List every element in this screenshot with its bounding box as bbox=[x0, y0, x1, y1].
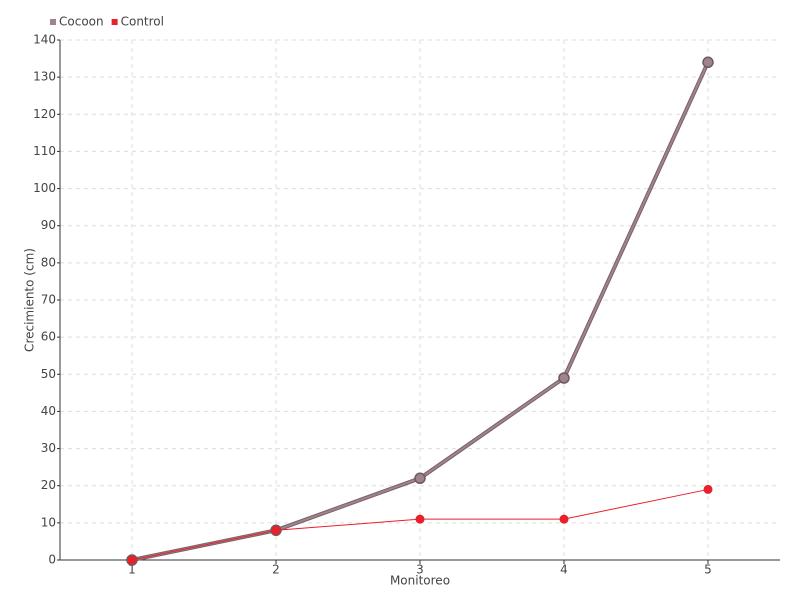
point bbox=[271, 525, 281, 535]
x-tick-label: 3 bbox=[416, 563, 424, 577]
x-tick-label: 4 bbox=[560, 563, 568, 577]
y-tick-label: 120 bbox=[33, 107, 56, 121]
point bbox=[558, 372, 570, 384]
y-tick-label: 140 bbox=[33, 33, 56, 47]
y-tick-label: 60 bbox=[41, 330, 56, 344]
x-axis-label: Monitoreo bbox=[390, 574, 450, 588]
y-tick-label: 0 bbox=[48, 553, 56, 567]
y-tick-label: 50 bbox=[41, 367, 56, 381]
y-tick-label: 10 bbox=[41, 515, 56, 529]
legend-label: Control bbox=[121, 15, 164, 29]
series-line bbox=[131, 488, 709, 561]
y-tick-label: 80 bbox=[41, 255, 56, 269]
y-tick-label: 110 bbox=[33, 144, 56, 158]
point bbox=[559, 514, 569, 524]
legend-swatch bbox=[111, 19, 118, 25]
y-tick-label: 20 bbox=[41, 478, 56, 492]
x-tick-label: 5 bbox=[704, 563, 712, 577]
point bbox=[702, 56, 714, 69]
point bbox=[703, 484, 713, 494]
x-tick-label: 2 bbox=[272, 563, 280, 577]
y-tick-label: 70 bbox=[41, 293, 56, 307]
legend-swatch bbox=[50, 19, 56, 25]
x-tick-label: 1 bbox=[128, 563, 136, 577]
point bbox=[415, 514, 425, 524]
legend-label: Cocoon bbox=[59, 15, 104, 29]
point bbox=[127, 555, 137, 565]
y-tick-label: 90 bbox=[41, 218, 56, 232]
point bbox=[414, 472, 426, 485]
y-axis-label: Crecimiento (cm) bbox=[23, 248, 37, 352]
y-tick-label: 30 bbox=[41, 441, 56, 455]
y-tick-label: 130 bbox=[33, 70, 56, 84]
y-tick-label: 100 bbox=[33, 181, 56, 195]
y-tick-label: 40 bbox=[41, 404, 56, 418]
